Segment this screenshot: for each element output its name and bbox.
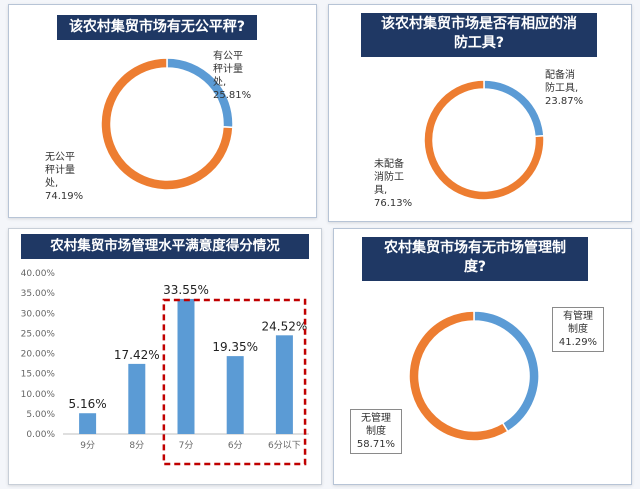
bar-value-label: 24.52% (262, 319, 308, 333)
bar-value-label: 5.16% (69, 397, 107, 411)
panel-fire-tools: 该农村集贸市场是否有相应的消 防工具? 配备消防工具, 23.87% 未配备消防工具… (328, 4, 632, 222)
slice-label-has-system: 有管理制度 41.29% (552, 307, 604, 352)
x-tick-label: 6分 (228, 440, 243, 451)
bar-value-label: 33.55% (163, 283, 209, 297)
donut-chart-fair-scale: 有公平秤计量处, 25.81% 无公平秤计量处, 74.19% (45, 49, 251, 202)
y-tick-label: 30.00% (21, 309, 56, 319)
slice-label-line: 58.71% (356, 439, 396, 450)
slice-label-has-tools: 配备消防工具, 23.87% (545, 68, 583, 107)
y-tick-label: 0.00% (26, 430, 55, 440)
y-tick-label: 5.00% (26, 410, 55, 420)
chart-title-line-1: 农村集贸市场有无市场管理制 (384, 240, 566, 256)
slice-label-has-scale: 有公平秤计量处, 25.81% (213, 49, 251, 101)
y-tick-label: 10.00% (21, 390, 56, 400)
chart-title: 农村集贸市场管理水平满意度得分情况 (21, 234, 309, 259)
chart-title-line-2: 防工具? (453, 35, 505, 51)
chart-title: 该农村集贸市场有无公平秤? (57, 15, 257, 40)
slice-label-no-scale: 无公平秤计量处, 74.19% (45, 152, 83, 202)
highlight-box (162, 298, 307, 466)
x-tick-label: 7分 (179, 440, 194, 451)
donut-chart-management (408, 310, 540, 442)
y-tick-label: 20.00% (21, 350, 56, 360)
chart-title-line-2: 度? (463, 259, 487, 275)
y-tick-label: 25.00% (21, 329, 56, 339)
bar-1 (128, 363, 146, 434)
bar-2 (177, 298, 195, 434)
bar-4 (275, 335, 293, 434)
y-tick-label: 35.00% (21, 289, 56, 299)
slice-label-no-tools: 未配备消防工具, 76.13% (374, 157, 412, 209)
bar-value-label: 17.42% (114, 348, 160, 362)
slice-label-line: 41.29% (558, 337, 598, 348)
y-tick-label: 15.00% (21, 370, 56, 380)
slice-label-no-system: 无管理制度 58.71% (350, 409, 402, 454)
bar-0 (79, 413, 97, 434)
slice-label-line: 制度 (366, 426, 386, 437)
donut-slice-0 (473, 310, 540, 433)
x-tick-label: 9分 (80, 440, 95, 451)
donut-slice-0 (483, 79, 545, 138)
donut-slice-1 (423, 79, 545, 201)
donut-chart-fire-tools: 配备消防工具, 23.87% 未配备消防工具, 76.13% (374, 68, 583, 209)
donut-slice-1 (408, 310, 509, 442)
panel-management-system: 农村集贸市场有无市场管理制 度? 有管理 制度 41.29% 无管理 制度 58.71% (333, 228, 632, 485)
panel-fair-scale: 该农村集贸市场有无公平秤? 有公平秤计量处, 25.81% 无公平秤计量处, 74.1… (8, 4, 317, 218)
bar-chart-satisfaction: 0.00% 5.00% 10.00% 15.00% 20.00% 25.00% 30.00%… (21, 269, 309, 466)
x-tick-label: 8分 (129, 440, 144, 451)
slice-label-line: 制度 (568, 324, 588, 335)
y-tick-label: 40.00% (21, 269, 56, 279)
chart-title-line-1: 该农村集贸市场是否有相应的消 (381, 16, 577, 32)
bar-value-label: 19.35% (212, 340, 258, 354)
chart-title: 该农村集贸市场是否有相应的消 防工具? (361, 13, 597, 57)
x-tick-label: 6分以下 (268, 440, 301, 451)
panel-satisfaction: 农村集贸市场管理水平满意度得分情况 0.00% 5.00% 10.00% 15.00%… (8, 228, 322, 485)
slice-label-line: 无管理 (361, 413, 391, 424)
donut-slice-1 (100, 57, 234, 191)
bar-3 (226, 356, 244, 434)
slice-label-line: 有管理 (563, 311, 593, 322)
chart-title: 农村集贸市场有无市场管理制 度? (362, 237, 588, 281)
